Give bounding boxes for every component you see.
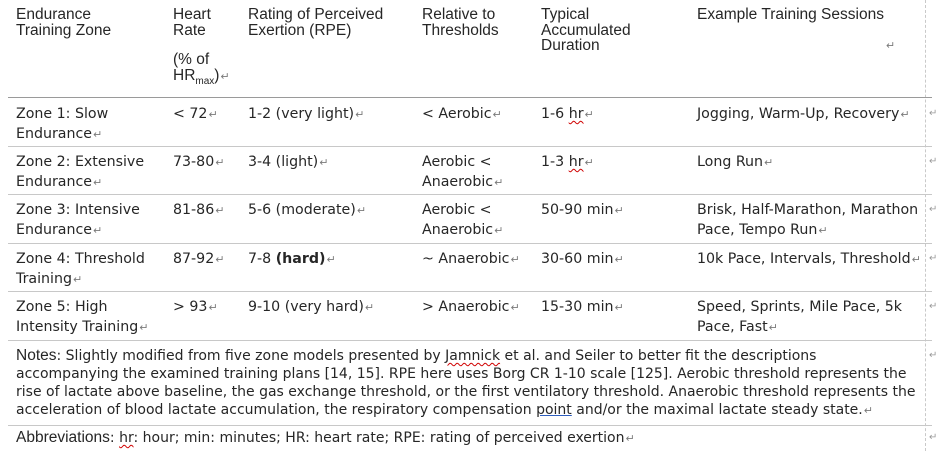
sessions-cell: Long Run↵ xyxy=(697,154,774,170)
end-of-row-mark: ↵ xyxy=(929,108,937,119)
duration-cell: 50-90 min↵ xyxy=(541,202,624,218)
end-of-row-mark: ↵ xyxy=(929,253,937,264)
zone-cell: Zone 3: Intensive Endurance↵ xyxy=(16,202,140,238)
zone-cell: Zone 1: Slow Endurance↵ xyxy=(16,106,109,142)
sessions-cell: 10k Pace, Intervals, Threshold↵ xyxy=(697,251,921,267)
sessions-cell: Speed, Sprints, Mile Pace, 5k Pace, Fast↵ xyxy=(697,299,903,335)
notes-label: Notes xyxy=(16,347,57,364)
rpe-cell: 3-4 (light)↵ xyxy=(248,154,329,170)
zone-cell: Zone 2: Extensive Endurance↵ xyxy=(16,154,145,190)
threshold-cell: Aerobic < Anaerobic↵ xyxy=(422,202,504,238)
threshold-cell: ~ Anaerobic↵ xyxy=(422,251,520,267)
rpe-cell: 9-10 (very hard)↵ xyxy=(248,299,375,315)
row-rule xyxy=(8,340,932,341)
hr-cell: 87-92↵ xyxy=(173,251,225,267)
zone-cell: Zone 5: High Intensity Training↵ xyxy=(16,299,149,335)
spellcheck-word: hr xyxy=(119,430,134,446)
sessions-cell: Brisk, Half-Marathon, Marathon Pace, Temp… xyxy=(697,202,919,238)
row-rule xyxy=(8,194,932,195)
table-notes: Notes: Slightly modified from five zone … xyxy=(16,347,916,418)
row-rule xyxy=(8,425,932,426)
header-thresholds: Relative to Thresholds xyxy=(422,6,499,39)
threshold-cell: < Aerobic↵ xyxy=(422,106,502,122)
header-sessions: Example Training Sessions ↵ xyxy=(697,6,896,52)
header-rule xyxy=(8,97,932,98)
duration-cell: 1-6 hr↵ xyxy=(541,106,594,122)
hr-cell: 73-80↵ xyxy=(173,154,225,170)
duration-cell: 15-30 min↵ xyxy=(541,299,624,315)
row-rule xyxy=(8,291,932,292)
row-rule xyxy=(8,243,932,244)
sessions-cell: Jogging, Warm-Up, Recovery↵ xyxy=(697,106,910,122)
threshold-cell: > Anaerobic↵ xyxy=(422,299,520,315)
table-abbreviations: Abbreviations: hr: hour; min: minutes; H… xyxy=(16,429,635,446)
rpe-cell: 1-2 (very light)↵ xyxy=(248,106,365,122)
rpe-cell: 7-8 (hard)↵ xyxy=(248,251,336,267)
hr-cell: < 72↵ xyxy=(173,106,218,122)
duration-cell: 30-60 min↵ xyxy=(541,251,624,267)
abbreviations-label: Abbreviations xyxy=(16,429,110,446)
header-rpe: Rating of Perceived Exertion (RPE) xyxy=(248,6,384,39)
rpe-cell: 5-6 (moderate)↵ xyxy=(248,202,367,218)
end-of-row-mark: ↵ xyxy=(929,204,937,215)
end-of-row-mark: ↵ xyxy=(929,350,937,361)
header-zone: Endurance Training Zone xyxy=(16,6,112,39)
row-rule xyxy=(8,146,932,147)
zone-cell: Zone 4: Threshold Training↵ xyxy=(16,251,145,287)
hr-cell: > 93↵ xyxy=(173,299,218,315)
grammar-flag-word: point xyxy=(536,402,572,418)
page-edge-guide xyxy=(925,0,926,451)
duration-cell: 1-3 hr↵ xyxy=(541,154,594,170)
threshold-cell: Aerobic < Anaerobic↵ xyxy=(422,154,504,190)
header-heart-rate: Heart Rate (% of HRmax)↵ xyxy=(173,6,230,87)
end-of-row-mark: ↵ xyxy=(929,301,937,312)
end-of-row-mark: ↵ xyxy=(929,432,937,443)
spellcheck-word: Jamnick xyxy=(445,348,501,364)
header-duration: Typical Accumulated Duration xyxy=(541,6,631,54)
end-of-row-mark: ↵ xyxy=(929,156,937,167)
hr-cell: 81-86↵ xyxy=(173,202,225,218)
